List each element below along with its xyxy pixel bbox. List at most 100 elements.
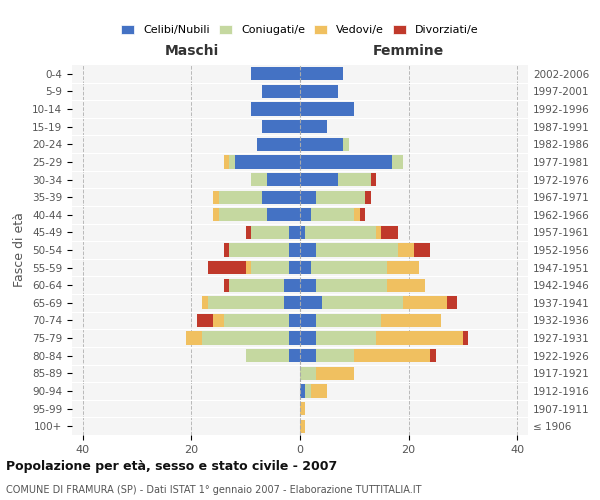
Bar <box>197 314 213 327</box>
Bar <box>284 278 300 292</box>
Bar <box>382 314 441 327</box>
Bar <box>354 208 360 222</box>
Bar <box>316 332 376 344</box>
Bar <box>300 349 316 362</box>
Bar <box>251 67 300 80</box>
Bar <box>300 261 311 274</box>
Bar <box>316 314 382 327</box>
Bar <box>300 402 305 415</box>
Bar <box>376 226 382 239</box>
Bar <box>300 67 343 80</box>
Bar <box>251 261 289 274</box>
Bar <box>392 156 403 168</box>
Bar <box>246 261 251 274</box>
Bar <box>284 296 300 310</box>
Bar <box>246 226 251 239</box>
Bar <box>213 208 218 222</box>
Bar <box>300 384 305 398</box>
Bar <box>213 190 218 204</box>
Bar <box>300 120 327 134</box>
Bar <box>371 173 376 186</box>
Bar <box>208 261 246 274</box>
Bar <box>311 208 354 222</box>
Bar <box>300 420 305 433</box>
Bar <box>289 261 300 274</box>
Bar <box>316 278 387 292</box>
Text: Popolazione per età, sesso e stato civile - 2007: Popolazione per età, sesso e stato civil… <box>6 460 337 473</box>
Bar <box>208 296 284 310</box>
Bar <box>262 85 300 98</box>
Bar <box>262 190 300 204</box>
Bar <box>235 156 300 168</box>
Bar <box>229 156 235 168</box>
Bar <box>311 384 327 398</box>
Bar <box>300 226 305 239</box>
Bar <box>300 138 343 151</box>
Bar <box>251 226 289 239</box>
Bar <box>376 332 463 344</box>
Bar <box>229 244 289 256</box>
Bar <box>300 244 316 256</box>
Bar <box>229 278 284 292</box>
Bar <box>414 244 430 256</box>
Bar <box>463 332 468 344</box>
Bar <box>289 226 300 239</box>
Bar <box>300 332 316 344</box>
Bar <box>387 261 419 274</box>
Bar <box>398 244 414 256</box>
Bar <box>300 85 338 98</box>
Bar <box>224 244 229 256</box>
Bar <box>300 156 392 168</box>
Bar <box>251 102 300 116</box>
Bar <box>343 138 349 151</box>
Bar <box>224 156 229 168</box>
Y-axis label: Anni di nascita: Anni di nascita <box>596 204 600 296</box>
Bar <box>403 296 446 310</box>
Bar <box>300 208 311 222</box>
Bar <box>382 226 398 239</box>
Bar <box>300 366 316 380</box>
Bar <box>218 190 262 204</box>
Bar <box>446 296 457 310</box>
Legend: Celibi/Nubili, Coniugati/e, Vedovi/e, Divorziati/e: Celibi/Nubili, Coniugati/e, Vedovi/e, Di… <box>119 22 481 38</box>
Bar <box>268 173 300 186</box>
Y-axis label: Fasce di età: Fasce di età <box>13 212 26 288</box>
Bar <box>360 208 365 222</box>
Bar <box>430 349 436 362</box>
Bar <box>251 173 268 186</box>
Bar <box>246 349 289 362</box>
Text: COMUNE DI FRAMURA (SP) - Dati ISTAT 1° gennaio 2007 - Elaborazione TUTTITALIA.IT: COMUNE DI FRAMURA (SP) - Dati ISTAT 1° g… <box>6 485 421 495</box>
Bar <box>300 173 338 186</box>
Bar <box>202 332 289 344</box>
Bar <box>316 190 365 204</box>
Bar <box>202 296 208 310</box>
Bar <box>322 296 403 310</box>
Bar <box>365 190 371 204</box>
Bar <box>338 173 371 186</box>
Bar <box>289 332 300 344</box>
Bar <box>316 244 398 256</box>
Bar <box>300 190 316 204</box>
Bar <box>300 314 316 327</box>
Bar <box>262 120 300 134</box>
Bar <box>289 349 300 362</box>
Bar <box>289 244 300 256</box>
Bar <box>186 332 202 344</box>
Bar <box>316 366 354 380</box>
Bar <box>268 208 300 222</box>
Bar <box>289 314 300 327</box>
Bar <box>224 278 229 292</box>
Bar <box>354 349 430 362</box>
Bar <box>387 278 425 292</box>
Bar <box>300 278 316 292</box>
Bar <box>316 349 354 362</box>
Bar <box>257 138 300 151</box>
Bar <box>224 314 289 327</box>
Text: Femmine: Femmine <box>373 44 444 58</box>
Bar <box>218 208 268 222</box>
Bar <box>311 261 387 274</box>
Bar <box>305 226 376 239</box>
Bar <box>305 384 311 398</box>
Text: Maschi: Maschi <box>164 44 218 58</box>
Bar <box>300 296 322 310</box>
